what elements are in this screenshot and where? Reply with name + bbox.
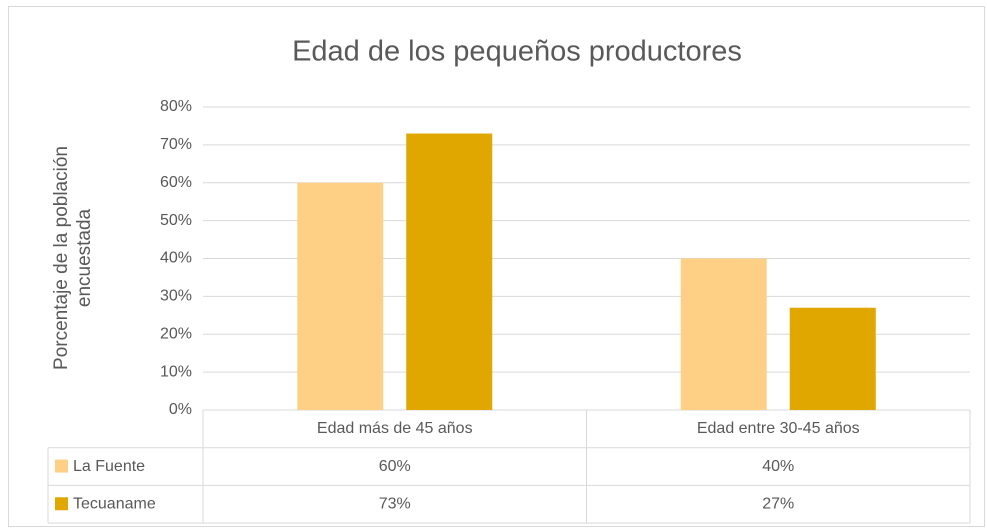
table-value: 73% bbox=[379, 495, 411, 512]
y-tick-label: 20% bbox=[160, 325, 192, 342]
table-value: 60% bbox=[379, 458, 411, 475]
legend-label: La Fuente bbox=[73, 458, 145, 475]
x-tick-label: Edad más de 45 años bbox=[317, 420, 473, 437]
legend-swatch bbox=[55, 497, 68, 511]
table-value: 40% bbox=[762, 458, 794, 475]
bar bbox=[406, 133, 493, 410]
y-tick-label: 0% bbox=[169, 401, 192, 418]
chart-border bbox=[8, 6, 985, 527]
y-tick-label: 30% bbox=[160, 288, 192, 305]
y-axis-label: Porcentaje de la población encuestada bbox=[51, 146, 95, 370]
y-tick-label: 70% bbox=[160, 136, 192, 153]
y-tick-label: 50% bbox=[160, 212, 192, 229]
y-tick-label: 80% bbox=[160, 98, 192, 115]
bar bbox=[789, 307, 876, 410]
table-value: 27% bbox=[762, 495, 794, 512]
chart-title: Edad de los pequeños productores bbox=[292, 36, 742, 68]
legend-swatch bbox=[55, 459, 68, 473]
legend-label: Tecuaname bbox=[73, 495, 156, 512]
y-tick-label: 40% bbox=[160, 250, 192, 267]
x-tick-label: Edad entre 30-45 años bbox=[697, 420, 860, 437]
bar bbox=[297, 182, 384, 410]
y-tick-label: 60% bbox=[160, 174, 192, 191]
y-tick-label: 10% bbox=[160, 363, 192, 380]
bar bbox=[680, 258, 767, 410]
